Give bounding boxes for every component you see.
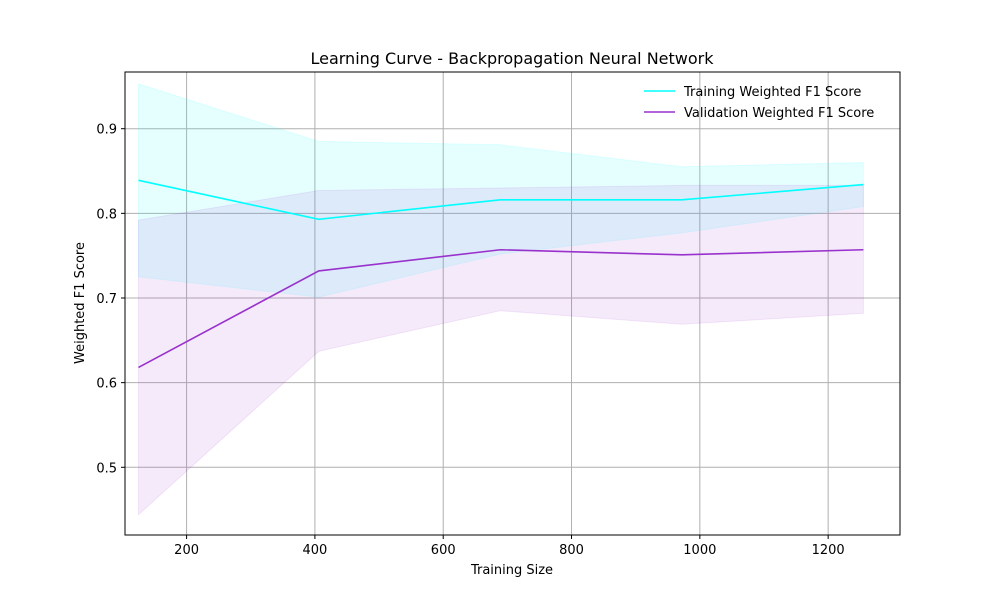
y-tick-label: 0.7 bbox=[96, 292, 117, 307]
validation-f1-line bbox=[138, 248, 864, 369]
x-tick-label: 1000 bbox=[683, 543, 716, 558]
chart-title: Learning Curve - Backpropagation Neural … bbox=[310, 49, 714, 68]
y-tick-label: 0.6 bbox=[96, 377, 117, 392]
series-lines bbox=[138, 179, 864, 369]
legend: Training Weighted F1 Score Validation Wei… bbox=[644, 85, 874, 121]
x-axis-label: Training Size bbox=[470, 563, 553, 578]
y-tick-label: 0.9 bbox=[96, 123, 117, 138]
y-tick-label: 0.8 bbox=[96, 207, 117, 222]
y-axis-ticks: 0.5 0.6 0.7 0.8 0.9 bbox=[96, 123, 125, 476]
x-tick-label: 1200 bbox=[812, 543, 845, 558]
x-tick-label: 400 bbox=[302, 543, 327, 558]
confidence-bands bbox=[137, 83, 864, 516]
x-tick-label: 800 bbox=[559, 543, 584, 558]
training-f1-line bbox=[138, 179, 864, 221]
plot-area-frame bbox=[124, 71, 901, 536]
grid-lines bbox=[125, 72, 900, 535]
y-axis-label: Weighted F1 Score bbox=[73, 242, 88, 364]
validation-f1-band bbox=[137, 184, 864, 516]
training-f1-band bbox=[137, 83, 864, 298]
legend-training-label: Training Weighted F1 Score bbox=[683, 85, 861, 100]
x-tick-label: 200 bbox=[174, 543, 199, 558]
x-axis-ticks: 200 400 600 800 1000 1200 bbox=[174, 535, 845, 558]
y-tick-label: 0.5 bbox=[96, 461, 117, 476]
x-tick-label: 600 bbox=[431, 543, 456, 558]
legend-validation-label: Validation Weighted F1 Score bbox=[684, 106, 874, 121]
